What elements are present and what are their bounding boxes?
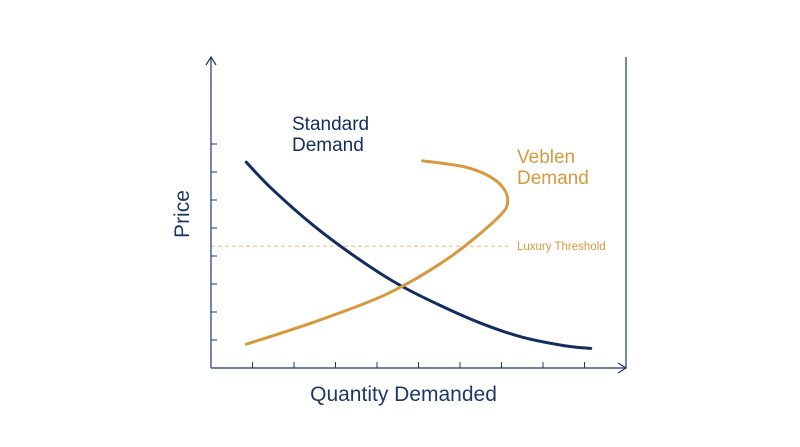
standard-demand-curve: [244, 160, 593, 350]
luxury-threshold-label: Luxury Threshold: [517, 241, 606, 253]
veblen-demand-label-line: Veblen: [517, 147, 575, 168]
axes-layer: [205, 55, 628, 374]
veblen-demand-label-line: Demand: [517, 168, 589, 189]
veblen-demand-curve: [244, 159, 510, 346]
series-layer: [244, 159, 593, 350]
x-axis-arrow-icon: [617, 362, 628, 374]
y-axis-title: Price: [171, 190, 194, 238]
tick-layer: [211, 143, 585, 368]
standard-demand-label-line: Demand: [292, 135, 364, 156]
threshold-layer: Luxury Threshold: [211, 241, 606, 253]
y-axis-arrow-icon: [205, 55, 217, 66]
x-axis-title: Quantity Demanded: [310, 383, 497, 406]
standard-demand-label-line: Standard: [292, 114, 369, 135]
